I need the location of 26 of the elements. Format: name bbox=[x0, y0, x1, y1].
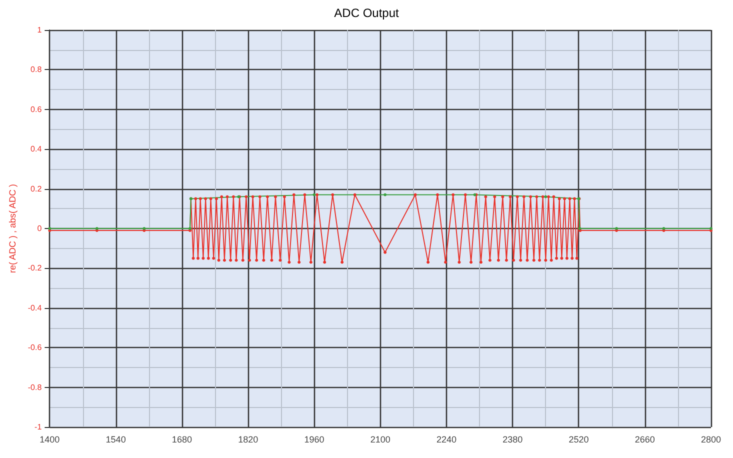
chart-title: ADC Output bbox=[334, 6, 400, 20]
y-tick-label: 0.4 bbox=[30, 144, 42, 154]
x-tick-label: 1400 bbox=[40, 434, 60, 444]
y-tick-label: -0.6 bbox=[28, 343, 42, 352]
x-tick-label: 1540 bbox=[106, 434, 126, 444]
x-tick-label: 2100 bbox=[370, 434, 390, 444]
y-tick-label: 0 bbox=[37, 224, 42, 233]
x-tick-label: 2660 bbox=[634, 434, 655, 444]
point bbox=[312, 193, 316, 196]
x-tick-label: 2240 bbox=[436, 434, 456, 444]
y-tick-label: 0.8 bbox=[30, 65, 42, 74]
y-tick-label: 0.6 bbox=[30, 104, 42, 114]
point bbox=[384, 193, 387, 196]
y-tick-label: -0.2 bbox=[28, 264, 42, 273]
x-tick-label: 2520 bbox=[568, 434, 589, 444]
x-tick-label: 1820 bbox=[238, 434, 258, 444]
y-tick-label: -0.4 bbox=[28, 303, 42, 312]
y-axis-title: re( ADC ) , abs( ADC ) bbox=[8, 184, 18, 274]
x-tick-label: 2380 bbox=[502, 434, 523, 444]
y-tick-label: -0.8 bbox=[28, 382, 42, 392]
y-tick-label: -1 bbox=[34, 422, 42, 432]
y-tick-label: 0.2 bbox=[30, 184, 42, 194]
y-tick-label: 1 bbox=[37, 26, 42, 34]
x-tick-label: 1680 bbox=[172, 434, 192, 444]
x-tick-label: 2800 bbox=[700, 434, 722, 444]
x-tick-label: 1960 bbox=[304, 434, 324, 444]
